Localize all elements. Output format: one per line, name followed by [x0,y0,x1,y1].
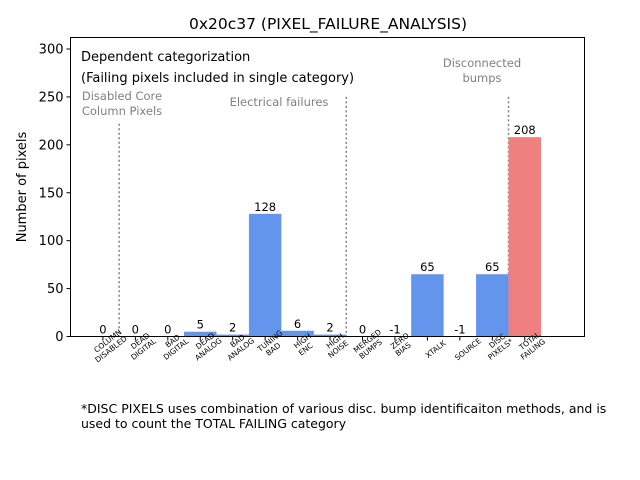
bar-value-label-column-disabled: 0 [99,323,106,337]
x-tick-label-column-disabled: COLUMNDISABLED [88,327,129,364]
bar-value-label-xtalk: 65 [420,260,435,274]
bar-bad-analog [216,334,249,337]
y-tick-label-200: 200 [39,138,64,153]
x-tick-label-dead-digital: DEADDIGITAL [124,329,159,361]
bar-value-label-source: -1 [454,323,465,337]
annotations: Dependent categorization (Failing pixels… [81,50,521,118]
footnote: *DISC PIXELS uses combination of various… [81,401,607,431]
bar-value-label-high-noise: 2 [326,321,333,335]
x-tick-label-merged-bumps: MERGEDBUMPS [352,327,389,361]
group-label-disconnected-line2: bumps [462,71,501,85]
group-label-disabled-line2: Column Pixels [82,104,162,118]
bar-disc-pixels [476,274,509,337]
bars [184,137,541,337]
bar-tuning-bad [248,213,282,337]
bar-value-label-dead-analog: 5 [197,318,204,332]
box-text-line1: Dependent categorization [81,50,250,65]
bar-value-label-dead-digital: 0 [132,323,139,337]
bar-value-label-bad-digital: 0 [164,323,171,337]
y-axis-ticks: 0 50 100 150 200 250 300 [39,43,71,345]
y-axis-label: Number of pixels [15,131,30,242]
group-label-electrical: Electrical failures [230,95,329,109]
x-tick-label-xtalk: XTALK [424,338,449,360]
y-tick-label-250: 250 [39,90,64,105]
plot-frame [70,37,585,337]
y-tick-label-0: 0 [55,330,63,345]
bar-value-label-zero-bias: -1 [389,323,400,337]
bar-high-noise [313,334,347,337]
bar-value-labels: 0 0 0 5 2 128 6 2 0 -1 65 -1 65 208 [99,123,535,336]
y-tick-label-100: 100 [39,234,64,249]
y-tick-label-150: 150 [39,186,64,201]
y-tick-label-300: 300 [39,43,64,58]
group-label-disconnected-line1: Disconnected [443,56,521,70]
bar-value-label-bad-analog: 2 [229,321,236,335]
box-text-line2: (Failing pixels included in single categ… [81,71,354,86]
bar-high-enc [281,330,314,337]
bar-total-failing [508,137,541,337]
bar-dead-analog [184,331,217,337]
bar-value-label-high-enc: 6 [294,317,301,331]
x-tick-label-source: SOURCE [453,336,483,362]
bar-value-label-disc-pixels: 65 [485,260,500,274]
y-tick-label-50: 50 [47,282,64,297]
bar-xtalk [411,274,444,337]
chart-title: 0x20c37 (PIXEL_FAILURE_ANALYSIS) [189,15,467,34]
group-dividers [118,96,510,337]
bar-value-label-tuning-bad: 128 [254,200,276,214]
group-label-disabled-line1: Disabled Core [82,89,162,103]
bar-value-label-merged-bumps: 0 [359,323,366,337]
bar-value-label-total-failing: 208 [514,123,536,137]
